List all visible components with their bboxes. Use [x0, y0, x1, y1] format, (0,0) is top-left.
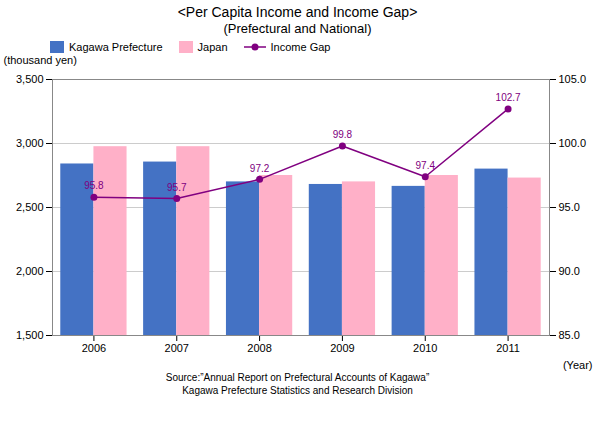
svg-text:3,500: 3,500: [16, 73, 44, 85]
svg-text:102.7: 102.7: [496, 92, 521, 103]
svg-text:2009: 2009: [330, 342, 354, 354]
html-text:Kagawa Prefecture: Kagawa Prefecture: [69, 41, 163, 53]
svg-text:2,500: 2,500: [16, 201, 44, 213]
svg-text:2,000: 2,000: [16, 265, 44, 277]
svg-text:(thousand yen): (thousand yen): [4, 54, 77, 66]
svg-text:2008: 2008: [247, 342, 271, 354]
svg-text:2010: 2010: [413, 342, 437, 354]
svg-text:95.7: 95.7: [167, 182, 187, 193]
svg-text:3,000: 3,000: [16, 137, 44, 149]
svg-text:90.0: 90.0: [559, 265, 580, 277]
svg-text:100.0: 100.0: [559, 137, 587, 149]
svg-text:2006: 2006: [82, 342, 106, 354]
svg-text:(Year): (Year): [563, 359, 593, 371]
svg-text:95.8: 95.8: [84, 180, 104, 191]
html-text:(Prefectural and National): (Prefectural and National): [223, 21, 372, 36]
svg-text:1,500: 1,500: [16, 329, 44, 341]
html-text:Income Gap: Income Gap: [270, 41, 331, 53]
svg-text:97.4: 97.4: [416, 160, 436, 171]
html-text:<Per Capita Income and Income: <Per Capita Income and Income Gap>: [177, 4, 418, 20]
html-text:Source:”Annual Report on Prefe: Source:”Annual Report on Prefectural Acc…: [165, 372, 430, 383]
svg-text:99.8: 99.8: [333, 129, 353, 140]
svg-text:2011: 2011: [496, 342, 520, 354]
html-text:Japan: Japan: [197, 41, 228, 53]
svg-text:105.0: 105.0: [559, 73, 587, 85]
svg-text:85.0: 85.0: [559, 329, 580, 341]
svg-text:97.2: 97.2: [250, 163, 270, 174]
svg-text:95.0: 95.0: [559, 201, 580, 213]
svg-text:2007: 2007: [165, 342, 189, 354]
html-text:Kagawa Prefecture Statistics a: Kagawa Prefecture Statistics and Researc…: [182, 385, 413, 396]
